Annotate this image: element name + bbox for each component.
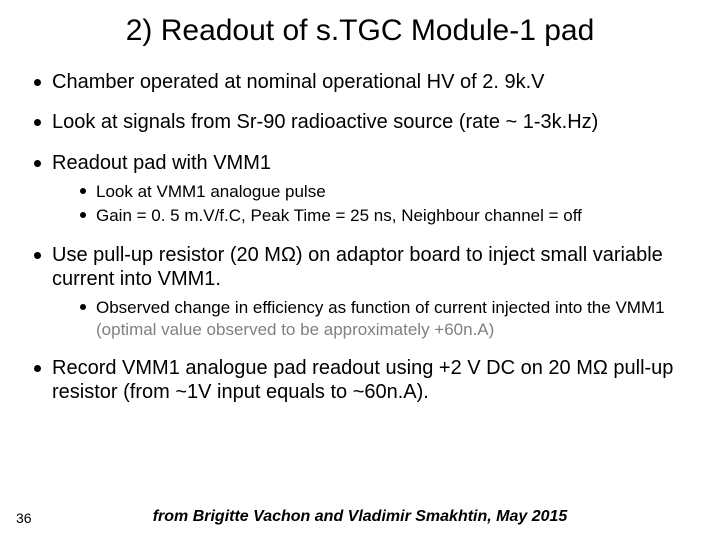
sub-bullet-list: Look at VMM1 analogue pulse Gain = 0. 5 … bbox=[78, 181, 692, 227]
sub-bullet-list: Observed change in efficiency as functio… bbox=[78, 297, 692, 340]
sub-bullet-text: Gain = 0. 5 m.V/f.C, Peak Time = 25 ns, … bbox=[96, 206, 582, 225]
bullet-text: Readout pad with VMM1 bbox=[52, 152, 271, 174]
bullet-item: Readout pad with VMM1 Look at VMM1 analo… bbox=[30, 151, 692, 227]
bullet-item: Look at signals from Sr-90 radioactive s… bbox=[30, 110, 692, 134]
bullet-text: Use pull-up resistor (20 MΩ) on adaptor … bbox=[52, 244, 663, 290]
sub-bullet-text: Observed change in efficiency as functio… bbox=[96, 298, 665, 317]
sub-bullet-item: Gain = 0. 5 m.V/f.C, Peak Time = 25 ns, … bbox=[78, 205, 692, 226]
bullet-list: Chamber operated at nominal operational … bbox=[30, 70, 692, 405]
bullet-text: Chamber operated at nominal operational … bbox=[52, 71, 545, 93]
slide: 2) Readout of s.TGC Module-1 pad Chamber… bbox=[0, 0, 720, 540]
credit-line: from Brigitte Vachon and Vladimir Smakht… bbox=[0, 508, 720, 526]
bullet-item: Use pull-up resistor (20 MΩ) on adaptor … bbox=[30, 243, 692, 340]
sub-bullet-text-gray: (optimal value observed to be approximat… bbox=[96, 320, 494, 339]
bullet-item: Record VMM1 analogue pad readout using +… bbox=[30, 356, 692, 405]
bullet-text: Record VMM1 analogue pad readout using +… bbox=[52, 357, 673, 403]
slide-title: 2) Readout of s.TGC Module-1 pad bbox=[28, 14, 692, 48]
sub-bullet-text: Look at VMM1 analogue pulse bbox=[96, 182, 326, 201]
bullet-text: Look at signals from Sr-90 radioactive s… bbox=[52, 111, 598, 133]
sub-bullet-item: Observed change in efficiency as functio… bbox=[78, 297, 692, 340]
sub-bullet-item: Look at VMM1 analogue pulse bbox=[78, 181, 692, 202]
bullet-item: Chamber operated at nominal operational … bbox=[30, 70, 692, 94]
